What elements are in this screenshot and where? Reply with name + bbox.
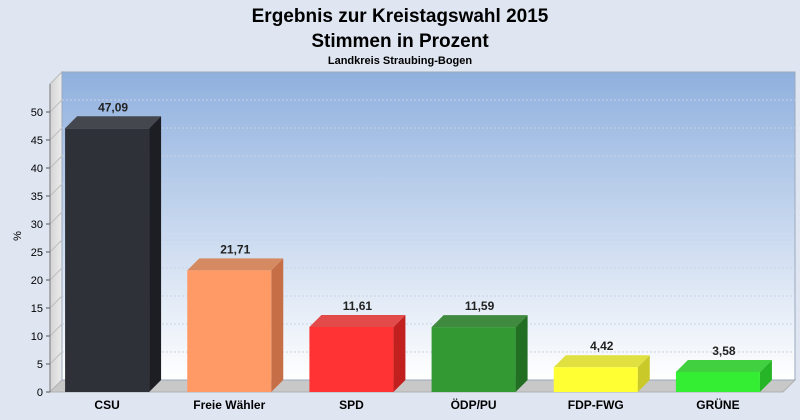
wall-gridline	[49, 323, 63, 337]
value-label: 11,59	[465, 299, 495, 313]
x-tick-label: Freie Wähler	[193, 398, 265, 412]
bar-top	[675, 359, 772, 372]
bar-side	[759, 359, 772, 392]
bar-spd	[309, 326, 394, 392]
x-tick-label: CSU	[94, 398, 119, 412]
plot-area: 0 5 10 15 20 25 30 35 40 45 50 47,09 CSU 21,71 Freie W…	[31, 70, 797, 412]
x-tick-label: GRÜNE	[696, 397, 739, 412]
wall-gridline	[49, 211, 63, 225]
wall-gridline	[49, 99, 63, 113]
y-tick-label: 5	[37, 359, 43, 371]
y-tick-label: 30	[31, 219, 43, 231]
bar-side	[149, 116, 162, 393]
left-wall	[49, 70, 63, 394]
chart-title: Ergebnis zur Kreistagswahl 2015	[252, 6, 549, 27]
y-axis-label: %	[12, 231, 24, 241]
bar-freie-wähler	[187, 270, 272, 392]
wall-gridline	[49, 155, 63, 169]
x-tick-label: ÖDP/PU	[451, 397, 497, 412]
bar-top	[431, 315, 528, 328]
bar-side	[271, 258, 284, 392]
chart-caption: Landkreis Straubing-Bogen	[328, 55, 473, 67]
wall-gridline	[49, 267, 63, 281]
wall-gridline	[49, 295, 63, 309]
y-tick-label: 10	[31, 331, 43, 343]
wall-gridline	[49, 183, 63, 197]
y-tick-label: 40	[31, 163, 43, 175]
bar-side	[515, 315, 528, 392]
back-wall	[61, 71, 796, 381]
y-tick-label: 35	[31, 191, 43, 203]
bar-side	[637, 355, 650, 392]
bar-grüne	[675, 371, 760, 392]
bar-top	[65, 116, 162, 129]
y-tick-label: 15	[31, 303, 43, 315]
x-tick-label: FDP-FWG	[568, 398, 624, 412]
wall-gridline	[49, 351, 63, 365]
bar-top	[309, 314, 406, 327]
bar-fdp-fwg	[553, 367, 638, 392]
bar-ödp-pu	[431, 327, 516, 392]
bar-top	[187, 258, 284, 271]
y-tick-label: 50	[31, 107, 43, 119]
y-tick-label: 20	[31, 275, 43, 287]
value-label: 11,61	[343, 299, 373, 313]
chart-subtitle: Stimmen in Prozent	[311, 31, 489, 52]
value-label: 21,71	[220, 242, 250, 256]
wall-gridline	[49, 127, 63, 141]
y-tick-label: 25	[31, 247, 43, 259]
y-tick-label: 45	[31, 135, 43, 147]
wall-gridline	[49, 239, 63, 253]
x-tick-label: SPD	[339, 398, 364, 412]
bar-side	[393, 314, 406, 392]
y-tick-label: 0	[37, 387, 43, 399]
bar-top	[553, 355, 650, 368]
value-label: 47,09	[98, 100, 128, 114]
bar-csu	[65, 128, 150, 392]
value-label: 3,58	[712, 344, 736, 358]
value-label: 4,42	[590, 339, 614, 353]
